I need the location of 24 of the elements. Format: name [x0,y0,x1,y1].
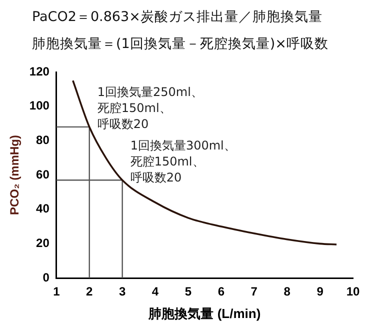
x-tick-label: 7 [250,284,258,299]
y-tick-label: 0 [42,270,50,284]
x-tick-label: 10 [346,284,360,299]
line-series [72,80,338,246]
y-axis-title: PCO₂ (mmHg) [8,135,22,215]
y-tick-label: 40 [36,202,50,216]
x-tick-label: 1 [53,284,60,299]
chart-title: PaCO2＝0.863×炭酸ガス排出量／肺胞換気量 [32,8,322,26]
annotation: 1回換気量250ml、死腔150ml、呼吸数20 [97,85,203,132]
x-tick-label: 5 [184,284,192,299]
y-tick-label: 60 [36,167,50,182]
x-tick-label: 9 [316,284,324,299]
annotation: 1回換気量300ml、死腔150ml、呼吸数20 [130,138,236,184]
y-tick-label: 20 [36,236,50,250]
x-tick-label: 4 [152,284,159,299]
y-tick-label: 80 [36,132,50,147]
x-axis-title: 肺胞換気量 (L/min) [148,306,261,321]
x-tick-label: 3 [118,284,126,299]
y-tick-label: 100 [29,98,50,113]
y-tick-label: 120 [29,64,50,78]
x-tick-label: 8 [284,284,291,299]
x-tick-label: 2 [86,284,94,299]
chart-subtitle: 肺胞換気量＝(1回換気量－死腔換気量)×呼吸数 [32,35,328,53]
x-tick-label: 6 [218,284,225,299]
